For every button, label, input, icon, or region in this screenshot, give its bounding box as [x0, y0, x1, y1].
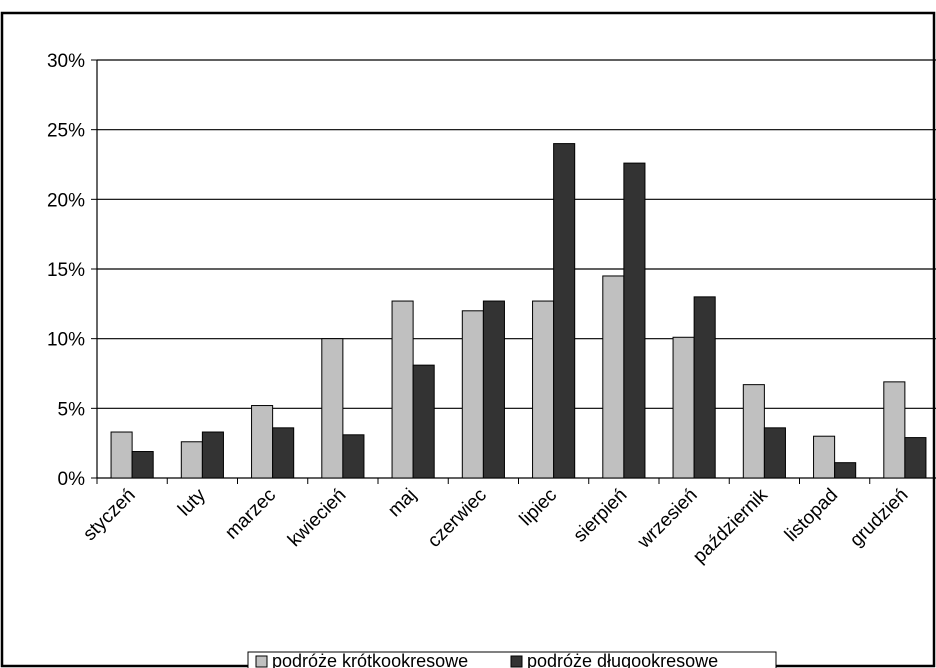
bar-long: [623, 162, 646, 479]
bar-short: [321, 338, 344, 479]
bar-long: [342, 434, 365, 479]
bar-long: [834, 462, 857, 479]
bar-long: [131, 451, 154, 479]
bar-short: [251, 405, 274, 479]
legend-label-long: podróże długookresowe: [527, 651, 718, 668]
bar-long: [412, 364, 435, 479]
bar-long: [272, 427, 295, 479]
bar-long: [482, 300, 505, 479]
bar-long: [201, 431, 224, 479]
bar-short: [672, 336, 695, 479]
y-tick-label: 30%: [47, 51, 85, 72]
y-tick-label: 10%: [47, 330, 85, 351]
bar-long: [693, 296, 716, 479]
bar-short: [602, 275, 625, 479]
bar-short: [391, 300, 414, 479]
bar-short: [180, 441, 203, 479]
y-tick-label: 5%: [58, 399, 86, 420]
bar-short: [883, 381, 906, 479]
legend-label-short: podróże krótkookresowe: [272, 651, 468, 668]
y-tick-label: 15%: [47, 260, 85, 281]
y-tick-label: 20%: [47, 190, 85, 211]
bar-short: [813, 435, 836, 479]
y-tick-label: 0%: [58, 469, 86, 490]
bar-long: [763, 427, 786, 479]
legend-swatch-long: [510, 655, 523, 668]
bar-long: [553, 143, 576, 479]
legend: podróże krótkookresowe podróże długookre…: [247, 651, 777, 668]
legend-swatch-short: [255, 655, 268, 668]
bar-short: [742, 384, 765, 479]
bar-short: [532, 300, 555, 479]
bar-short: [110, 431, 133, 479]
y-tick-label: 25%: [47, 121, 85, 142]
bar-long: [904, 437, 927, 479]
bar-short: [461, 310, 484, 479]
